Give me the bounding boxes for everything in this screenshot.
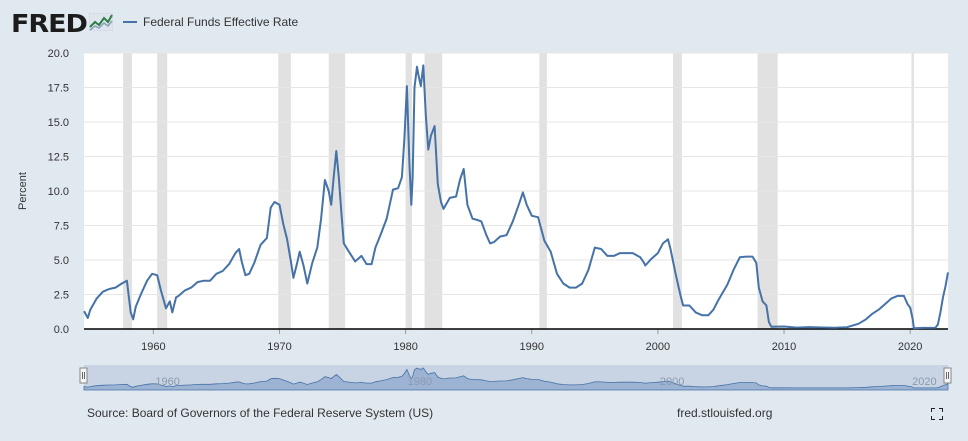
chart-legend[interactable]: Federal Funds Effective Rate — [123, 15, 298, 29]
navigator-handle-left[interactable] — [79, 367, 88, 384]
navigator[interactable]: 1960 1980 2000 2020 — [79, 365, 952, 391]
navigator-label: 1980 — [408, 376, 432, 388]
y-tick-label: 5.0 — [54, 255, 69, 267]
series-line-federal-funds-rate[interactable] — [83, 64, 949, 330]
x-tick-label: 2000 — [646, 341, 670, 353]
navigator-label: 2020 — [912, 376, 936, 388]
fred-logo[interactable]: FRED — [11, 9, 88, 38]
y-tick-label: 12.5 — [48, 152, 69, 164]
fullscreen-icon[interactable] — [931, 408, 943, 420]
y-tick-label: 2.5 — [54, 290, 69, 302]
gridlines — [84, 52, 948, 330]
y-tick-label: 20.0 — [48, 48, 69, 60]
navigator-area — [83, 367, 949, 391]
y-tick-label: 15.0 — [48, 117, 69, 129]
y-axis-label: Percent — [17, 172, 29, 210]
y-axis-ticks: 0.0 2.5 5.0 7.5 10.0 12.5 15.0 17.5 20.0 — [48, 48, 69, 336]
navigator-label: 1960 — [155, 376, 179, 388]
y-tick-label: 0.0 — [54, 324, 69, 336]
x-tick-label: 2020 — [898, 341, 922, 353]
x-tick-label: 1970 — [267, 341, 291, 353]
y-tick-label: 17.5 — [48, 83, 69, 95]
y-tick-label: 10.0 — [48, 186, 69, 198]
navigator-handle-right[interactable] — [943, 367, 952, 384]
fred-graph-icon — [89, 13, 113, 31]
x-tick-label: 1960 — [141, 341, 165, 353]
navigator-label: 2000 — [660, 376, 684, 388]
y-tick-label: 7.5 — [54, 221, 69, 233]
fred-site-link[interactable]: fred.stlouisfed.org — [677, 406, 773, 420]
x-tick-label: 1980 — [393, 341, 417, 353]
x-tick-label: 2010 — [772, 341, 796, 353]
legend-series-label: Federal Funds Effective Rate — [143, 15, 299, 29]
chart-header: FRED Federal Funds Effective Rate — [0, 0, 968, 48]
navigator-labels: 1960 1980 2000 2020 — [155, 376, 936, 388]
x-tick-label: 1990 — [520, 341, 544, 353]
source-note: Source: Board of Governors of the Federa… — [87, 406, 434, 420]
x-axis-ticks: 1960 1970 1980 1990 2000 2010 2020 — [141, 329, 922, 353]
legend-swatch — [123, 21, 137, 23]
